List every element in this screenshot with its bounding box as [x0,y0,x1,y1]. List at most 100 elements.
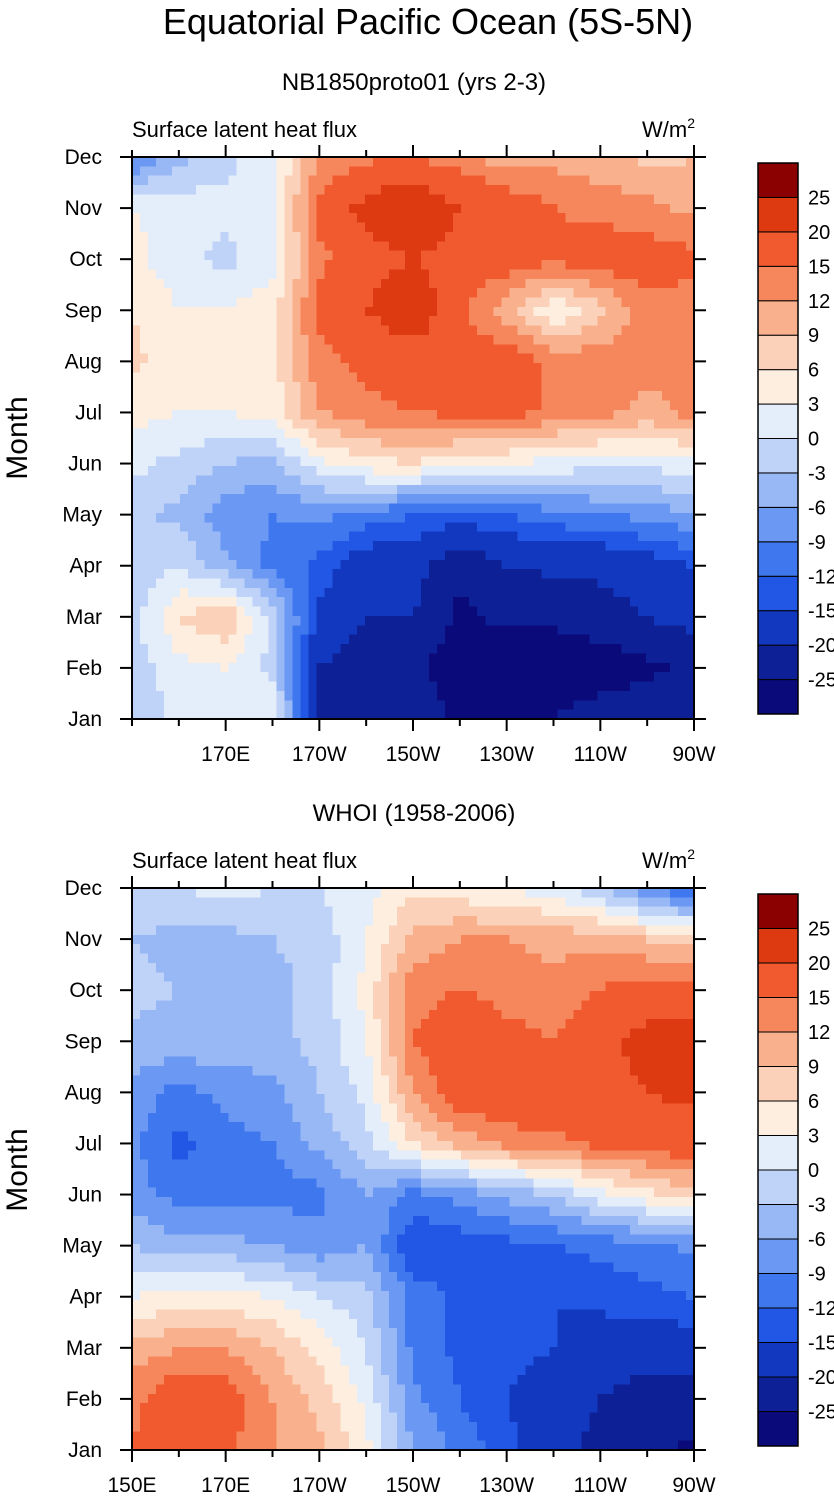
heatmap-cell [236,203,245,214]
heatmap-cell [557,587,567,598]
heatmap-cell [340,531,350,542]
heatmap-cell [493,260,502,270]
heatmap-cell [557,400,567,411]
heatmap-cell [156,325,165,336]
heatmap-cell [437,615,446,626]
heatmap-cell [421,231,430,242]
heatmap-cell [244,906,254,917]
heatmap-cell [421,625,430,636]
heatmap-cell [372,222,382,233]
heatmap-cell [324,269,334,280]
heatmap-cell [292,644,302,655]
heatmap-cell [605,344,615,355]
heatmap-cell [429,550,438,561]
heatmap-cell [284,578,294,589]
heatmap-cell [637,166,647,177]
heatmap-cell [589,269,599,280]
heatmap-cell [605,606,615,617]
heatmap-cell [204,344,213,355]
heatmap-cell [669,559,679,570]
heatmap-cell [501,456,510,467]
heatmap-cell [308,475,318,486]
heatmap-cell [340,278,350,289]
heatmap-cell [300,260,310,270]
heatmap-cell [557,615,567,626]
heatmap-cell [461,916,470,927]
heatmap-cell [156,260,165,270]
heatmap-cell [228,972,237,983]
heatmap-cell [404,522,414,533]
heatmap-cell [549,325,559,336]
heatmap-cell [180,569,189,580]
heatmap-cell [380,962,390,973]
heatmap-cell [573,316,583,327]
heatmap-cell [677,231,687,242]
heatmap-cell [581,175,591,186]
heatmap-cell [284,353,294,364]
heatmap-cell [148,363,157,374]
heatmap-cell [485,213,494,224]
heatmap-cell [477,934,486,945]
heatmap-cell [549,944,559,955]
heatmap-cell [429,541,438,551]
heatmap-cell [645,288,655,299]
heatmap-cell [220,587,229,598]
heatmap-cell [244,700,254,711]
heatmap-cell [461,363,470,374]
heatmap-cell [196,569,205,580]
heatmap-cell [501,522,510,533]
heatmap-cell [196,400,205,411]
heatmap-cell [332,241,342,252]
heatmap-cell [140,456,149,467]
heatmap-cell [445,241,454,252]
heatmap-cell [388,475,398,486]
heatmap-cell [260,709,270,720]
heatmap-cell [404,419,414,430]
heatmap-cell [252,166,262,177]
heatmap-cell [437,962,446,973]
heatmap-cell [364,344,374,355]
heatmap-cell [404,222,414,233]
heatmap-cell [228,288,237,299]
heatmap-cell [180,419,189,430]
heatmap-cell [469,231,478,242]
heatmap-cell [332,972,342,983]
heatmap-cell [685,475,695,486]
heatmap-cell [461,484,470,495]
heatmap-cell [653,606,663,617]
heatmap-cell [156,972,165,983]
heatmap-cell [372,503,382,514]
heatmap-cell [621,522,631,533]
heatmap-cell [228,934,237,945]
heatmap-cell [645,344,655,355]
heatmap-cell [380,625,390,636]
heatmap-cell [188,512,197,523]
heatmap-cell [132,185,141,196]
heatmap-cell [661,475,671,486]
heatmap-cell [613,625,623,636]
heatmap-cell [148,260,157,270]
heatmap-cell [132,681,141,692]
heatmap-cell [356,634,366,645]
heatmap-cell [477,222,486,233]
heatmap-cell [509,897,518,908]
heatmap-cell [284,587,294,598]
heatmap-cell [172,690,181,701]
heatmap-cell [340,241,350,252]
heatmap-cell [172,447,181,458]
heatmap-cell [573,888,583,898]
heatmap-cell [228,363,237,374]
heatmap-cell [156,447,165,458]
heatmap-cell [372,363,382,374]
heatmap-cell [589,916,599,927]
heatmap-cell [613,166,623,177]
heatmap-cell [292,260,302,270]
heatmap-cell [260,681,270,692]
heatmap-cell [212,334,221,345]
heatmap-cell [220,625,229,636]
heatmap-cell [453,503,462,514]
heatmap-cell [525,615,535,626]
heatmap-cell [661,503,671,514]
heatmap-cell [356,203,366,214]
heatmap-cell [605,419,615,430]
